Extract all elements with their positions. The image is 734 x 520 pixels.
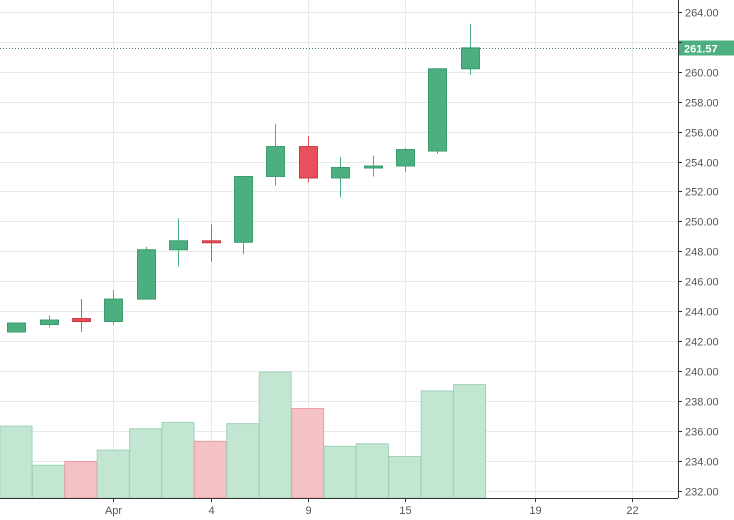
- volume-bars: [0, 371, 487, 499]
- x-tick-label: 9: [305, 505, 311, 517]
- volume-bar: [258, 371, 292, 499]
- volume-bar: [193, 440, 227, 499]
- candle-body: [202, 240, 221, 244]
- y-tick-label: 250.00: [685, 217, 719, 229]
- volume-bar: [31, 464, 65, 499]
- x-tick-label: 15: [399, 505, 411, 517]
- y-tick-label: 254.00: [685, 158, 719, 170]
- y-tick-label: 244.00: [685, 307, 719, 319]
- candle-body: [331, 166, 350, 179]
- y-tick-label: 242.00: [685, 337, 719, 349]
- y-tick-label: 246.00: [685, 277, 719, 289]
- volume-bar: [355, 443, 389, 499]
- y-tick-label: 236.00: [685, 427, 719, 439]
- candle-body: [461, 47, 480, 70]
- last-price-line: 261.57: [0, 40, 734, 56]
- candle-body: [266, 146, 285, 177]
- volume-bar: [96, 449, 130, 499]
- volume-bar: [420, 390, 454, 499]
- y-tick-label: 264.00: [685, 8, 719, 20]
- candle-body: [169, 240, 188, 251]
- candle-body: [428, 68, 447, 152]
- y-tick-label: 256.00: [685, 128, 719, 140]
- y-tick-label: 258.00: [685, 98, 719, 110]
- y-tick-label: 238.00: [685, 397, 719, 409]
- volume-bar: [0, 425, 33, 499]
- candle-body: [40, 319, 59, 326]
- candle-body: [104, 298, 123, 323]
- y-tick-label: 252.00: [685, 187, 719, 199]
- candle-body: [396, 149, 415, 167]
- last-price-label: 261.57: [684, 44, 718, 56]
- x-tick-label: 22: [626, 505, 638, 517]
- candle-body: [72, 318, 91, 323]
- candle-body: [299, 146, 318, 179]
- volume-bar: [453, 384, 487, 499]
- candle-body: [234, 175, 253, 243]
- volume-bar: [388, 455, 422, 499]
- axes: 232.00 234.00 236.00 238.00 240.00 242.00 244.…: [0, 0, 719, 517]
- volume-bar: [291, 408, 325, 499]
- volume-bar: [226, 423, 260, 499]
- y-tick-label: 232.00: [685, 487, 719, 499]
- volume-bar: [129, 428, 163, 499]
- y-tick-label: 248.00: [685, 247, 719, 259]
- last-price-badge: [679, 40, 734, 56]
- volume-bar: [161, 421, 195, 499]
- candle-body: [7, 322, 26, 333]
- x-tick-label: Apr: [105, 505, 122, 517]
- grid-lines: [0, 0, 678, 498]
- x-tick-label: 19: [529, 505, 541, 517]
- volume-bar: [323, 445, 357, 499]
- volume-bar: [64, 460, 98, 499]
- y-tick-label: 234.00: [685, 457, 719, 469]
- x-tick-label: 4: [208, 505, 214, 517]
- candle-body: [137, 249, 156, 300]
- y-tick-label: 240.00: [685, 367, 719, 379]
- candles: [7, 23, 480, 333]
- candle-body: [364, 165, 383, 169]
- y-tick-label: 260.00: [685, 68, 719, 80]
